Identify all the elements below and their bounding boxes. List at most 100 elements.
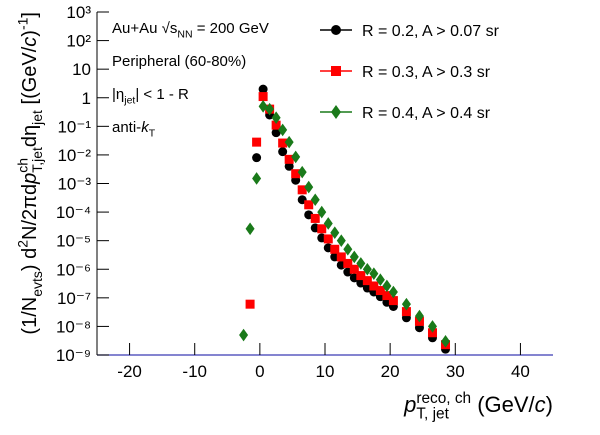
annotation-part: k [141, 119, 150, 136]
y-tick-label: 10³ [66, 3, 91, 22]
annotation-part: | < 1 - R [135, 86, 189, 103]
legend-label: R = 0.2, A > 0.07 sr [362, 23, 500, 40]
marker-square [336, 252, 346, 262]
marker-square [330, 244, 340, 254]
annotation: anti-k T [112, 119, 156, 140]
marker-circle [284, 161, 294, 171]
marker-diamond [401, 297, 411, 311]
y-axis-title-part: p [19, 173, 41, 185]
marker-square [369, 281, 379, 291]
marker-diamond [331, 105, 341, 119]
x-axis-title-part: c [535, 392, 546, 417]
marker-diamond [310, 193, 320, 207]
marker-diamond [297, 165, 307, 179]
annotation-part: s [170, 20, 178, 37]
marker-square [356, 271, 366, 281]
y-axis-title-part: ] [19, 12, 41, 18]
marker-diamond [330, 226, 340, 239]
x-tick-label: -10 [182, 362, 207, 381]
marker-diamond [323, 217, 333, 230]
marker-square [343, 258, 353, 268]
marker-diamond [349, 250, 359, 264]
marker-square [271, 120, 281, 130]
marker-square [349, 264, 359, 274]
y-tick-label: 10 [72, 60, 91, 79]
y-axis-title-part: evts [29, 271, 45, 297]
x-axis-title-part: ) [546, 392, 553, 417]
legend-label: R = 0.4, A > 0.4 sr [362, 105, 491, 122]
y-tick-label: 10⁻⁸ [56, 317, 91, 336]
marker-diamond [414, 309, 424, 323]
y-axis-title-part: c [19, 37, 41, 47]
marker-diamond [369, 267, 379, 280]
marker-square [375, 286, 385, 296]
marker-diamond [375, 273, 385, 287]
annotation-part: Peripheral (60-80%) [112, 53, 246, 70]
marker-diamond [239, 328, 249, 342]
marker-diamond [388, 285, 398, 299]
y-axis-title-part: ) d [19, 248, 41, 271]
marker-diamond [336, 234, 346, 247]
marker-diamond [245, 222, 255, 236]
annotation-part: T [149, 128, 156, 140]
y-tick-label: 10⁻¹ [57, 117, 91, 136]
y-axis-title-part: N/2πd [19, 184, 41, 240]
marker-square [427, 328, 437, 338]
marker-square [278, 138, 288, 148]
annotation-part: = 200 GeV [193, 20, 269, 37]
y-tick-label: 1 [82, 89, 91, 108]
y-tick-label: 10⁻⁹ [56, 346, 91, 365]
marker-diamond [271, 111, 281, 125]
marker-diamond [356, 257, 366, 270]
y-axis-title-part: ch [15, 158, 31, 173]
x-axis-title-part: (GeV/ [471, 392, 535, 417]
marker-diamond [441, 335, 451, 348]
legend-label: R = 0.3, A > 0.3 sr [362, 64, 491, 81]
y-tick-label: 10⁻² [57, 146, 91, 165]
marker-square [310, 213, 320, 223]
marker-square [258, 92, 268, 102]
marker-diamond [382, 279, 392, 293]
x-axis-title-part: reco, ch [416, 390, 471, 407]
marker-circle [278, 147, 288, 157]
y-axis-title-part: 2 [15, 240, 31, 248]
marker-circle [271, 128, 281, 138]
marker-circle [258, 84, 268, 94]
marker-diamond [258, 100, 268, 113]
annotation-part: NN [177, 29, 192, 41]
marker-diamond [284, 135, 294, 149]
x-axis-title-part: T, jet [416, 406, 449, 423]
x-tick-label: 40 [511, 362, 530, 381]
marker-diamond [304, 180, 314, 194]
marker-diamond [343, 242, 353, 256]
marker-square [382, 291, 392, 301]
marker-square [284, 154, 294, 164]
annotation-part: |η [112, 86, 124, 103]
y-axis-title-part: ) [19, 30, 41, 37]
y-tick-label: 10⁻³ [57, 175, 91, 194]
marker-diamond [252, 172, 262, 185]
y-axis-title-part: (1/N [19, 297, 41, 335]
marker-circle [331, 25, 341, 35]
x-tick-label: 20 [381, 362, 400, 381]
marker-square [331, 66, 341, 76]
marker-square [297, 185, 307, 195]
marker-square [388, 296, 398, 306]
annotation: |η jet | < 1 - R [112, 86, 189, 107]
marker-square [245, 299, 255, 309]
marker-square [291, 169, 301, 179]
marker-square [401, 307, 411, 317]
y-tick-label: 10⁻⁶ [56, 260, 91, 279]
y-axis-title-part: jet [29, 110, 45, 126]
marker-circle [252, 153, 262, 163]
y-tick-label: 10⁻⁴ [56, 203, 91, 222]
y-axis-title-part: dη [19, 125, 41, 147]
annotation-part: Au+Au √ [112, 20, 171, 37]
marker-square [323, 234, 333, 244]
y-tick-label: 10² [66, 32, 91, 51]
marker-square [362, 276, 372, 286]
y-tick-label: 10⁻⁵ [56, 232, 91, 251]
